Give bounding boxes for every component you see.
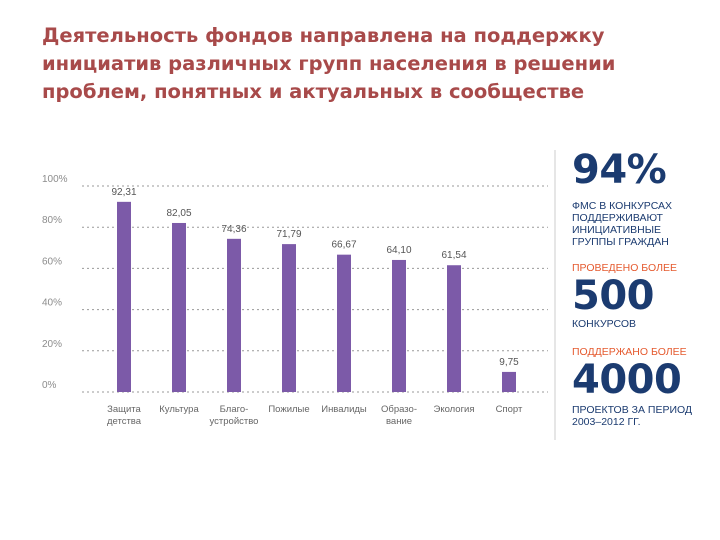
- stat-projects-text: 2003–2012 гг.: [572, 416, 641, 428]
- stat-projects-prefix: поддержано более: [572, 346, 687, 358]
- y-tick-label: 0%: [42, 380, 57, 391]
- stat-contests-suffix: конкурсов: [572, 318, 637, 330]
- x-category-label: Культура: [159, 404, 199, 415]
- bar: [117, 201, 131, 392]
- y-tick-label: 40%: [42, 298, 62, 309]
- bar: [447, 265, 461, 392]
- slide-title: Деятельность фондов направлена на поддер…: [42, 22, 682, 106]
- x-category-label: Инвалиды: [321, 404, 367, 415]
- stat-contests-value: 500: [572, 273, 655, 319]
- slide-title-line: проблем, понятных и актуальных в сообщес…: [42, 80, 585, 103]
- bar-value-label: 71,79: [276, 229, 301, 240]
- bar-value-label: 82,05: [166, 208, 191, 219]
- stat-percent-text: поддерживают: [572, 212, 663, 224]
- stat-projects-text: проектов за период: [572, 404, 693, 416]
- bar-value-label: 74,36: [221, 224, 246, 235]
- stat-contests-prefix: проведено более: [572, 262, 677, 274]
- x-category-label: Экология: [433, 404, 474, 415]
- stat-percent-text: ФМС в конкурсах: [572, 200, 673, 212]
- chart-value-labels: 92,31 82,05 74,36 71,79 66,67 64,10 61,54 9,75: [111, 187, 519, 368]
- stat-percent-text: инициативные: [572, 224, 662, 236]
- x-category-label: Пожилые: [268, 404, 309, 415]
- slide-title-line: инициатив различных групп населения в ре…: [42, 52, 616, 75]
- y-tick-label: 20%: [42, 339, 62, 350]
- y-tick-label: 60%: [42, 256, 62, 267]
- bar-value-label: 66,67: [331, 240, 356, 251]
- x-category-label: Благо-: [220, 404, 249, 415]
- slide-title-line: Деятельность фондов направлена на поддер…: [42, 24, 605, 47]
- stat-percent-text: группы граждан: [572, 236, 669, 248]
- stat-projects-value: 4000: [572, 357, 682, 403]
- bar: [227, 238, 241, 392]
- y-tick-label: 100%: [42, 174, 68, 185]
- bar: [282, 244, 296, 392]
- chart-y-axis-ticks: 0% 20% 40% 60% 80% 100%: [42, 174, 68, 391]
- x-category-label: устройство: [210, 416, 259, 427]
- chart-bars: [117, 201, 516, 392]
- x-category-label: детства: [107, 416, 142, 427]
- bar: [502, 371, 516, 392]
- bar-value-label: 61,54: [441, 250, 466, 261]
- bar-value-label: 92,31: [111, 187, 136, 198]
- bar-value-label: 64,10: [386, 245, 411, 256]
- y-tick-label: 80%: [42, 215, 62, 226]
- x-category-label: Защита: [107, 404, 141, 415]
- x-category-label: вание: [386, 416, 412, 427]
- chart-gridlines: [82, 185, 548, 393]
- bar: [337, 254, 351, 392]
- bar: [172, 222, 186, 392]
- bar-value-label: 9,75: [499, 357, 519, 368]
- stats-panel: 94% ФМС в конкурсах поддерживают инициат…: [572, 150, 712, 428]
- x-category-label: Образо-: [381, 404, 417, 415]
- x-category-label: Спорт: [496, 404, 523, 415]
- bar: [392, 259, 406, 392]
- stat-percent-value: 94%: [572, 147, 667, 193]
